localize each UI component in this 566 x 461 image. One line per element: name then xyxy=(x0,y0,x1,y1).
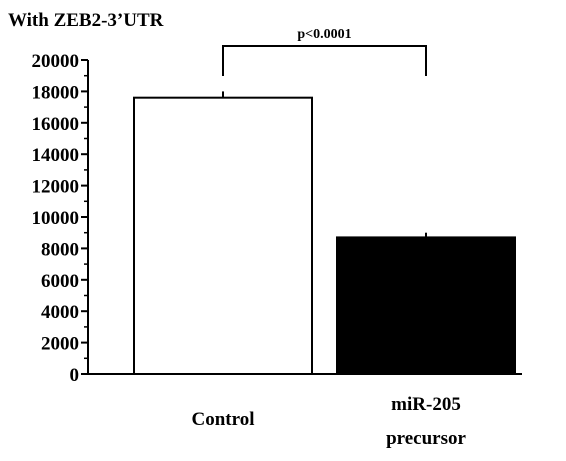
plot-area: 0 2000 4000 6000 8000 10000 12000 14000 16000 180… xyxy=(32,27,522,449)
y-tick-label: 0 xyxy=(70,365,80,386)
x-tick-label: precursor xyxy=(386,428,466,449)
y-tick-label: 20000 xyxy=(32,51,80,72)
bar xyxy=(336,236,516,375)
y-tick-label: 4000 xyxy=(41,302,79,323)
bar xyxy=(133,96,313,376)
chart-title: With ZEB2-3’UTR xyxy=(8,10,164,31)
y-tick-label: 14000 xyxy=(32,145,80,166)
significance-bracket xyxy=(222,45,427,76)
y-tick-label: 8000 xyxy=(41,239,79,260)
y-tick-label: 10000 xyxy=(32,208,80,229)
y-tick-label: 6000 xyxy=(41,271,79,292)
y-tick-label: 18000 xyxy=(32,82,80,103)
y-tick-label: 2000 xyxy=(41,334,79,355)
x-tick-label: Control xyxy=(192,409,255,430)
y-tick-label: 16000 xyxy=(32,114,80,135)
significance-label: p<0.0001 xyxy=(297,27,351,42)
y-tick-label: 12000 xyxy=(32,177,80,198)
x-tick-label: miR-205 xyxy=(391,394,461,415)
